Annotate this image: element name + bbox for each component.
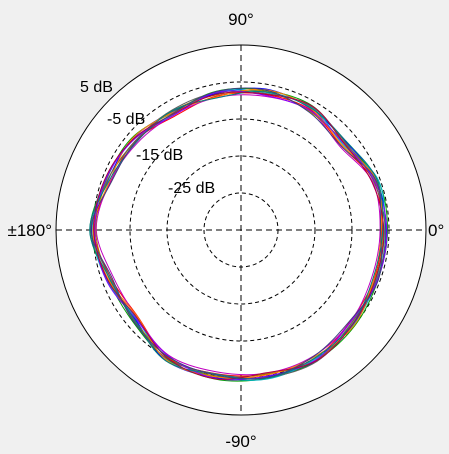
ring-labels: 5 dB -5 dB -15 dB -25 dB — [80, 79, 215, 197]
angle-label-180: ±180° — [8, 221, 53, 240]
angle-label-neg90: -90° — [225, 432, 256, 451]
series-line-9 — [89, 91, 384, 380]
series-layer — [89, 87, 388, 382]
ring-label-neg5db: -5 dB — [107, 111, 145, 128]
series-line-8 — [94, 90, 388, 381]
ring-label-neg25db: -25 dB — [168, 180, 215, 197]
angle-labels: 90° 0° -90° ±180° — [8, 10, 445, 451]
ring-label-neg15db: -15 dB — [136, 147, 183, 164]
angle-label-0: 0° — [428, 221, 444, 240]
grid-axes — [56, 45, 426, 415]
ring-label-5db: 5 dB — [80, 79, 113, 96]
angle-label-90: 90° — [228, 10, 254, 29]
series-line-11 — [90, 87, 382, 380]
series-line-10 — [93, 91, 385, 380]
